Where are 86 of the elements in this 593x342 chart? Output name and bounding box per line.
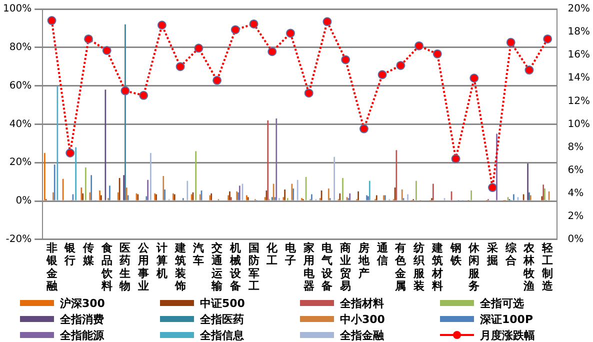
y2-tick-label: 2% xyxy=(568,210,584,222)
x-tick-label: 采掘 xyxy=(486,242,498,268)
legend-label: 全指可选 xyxy=(480,296,524,310)
point xyxy=(432,49,442,58)
x-tick-label: 轻工制造 xyxy=(541,242,554,293)
point xyxy=(102,46,112,55)
x-tick-label: 传媒 xyxy=(82,242,95,268)
x-tick-label: 汽车 xyxy=(192,242,204,268)
point xyxy=(84,34,93,44)
point xyxy=(157,20,166,30)
y2-tick-label: 12% xyxy=(568,96,590,107)
point xyxy=(396,60,406,70)
legend-label: 全指信息 xyxy=(200,328,244,342)
point xyxy=(451,154,460,164)
x-tick-label: 计算机 xyxy=(155,242,168,280)
y2-tick-label: 18% xyxy=(568,26,590,38)
y2-tick-label: 4% xyxy=(568,188,584,199)
legend-label: 全指材料 xyxy=(340,296,384,310)
legend-label: 深证100P xyxy=(480,312,534,326)
x-tick-label: 银行 xyxy=(64,242,77,268)
x-tick-label: 建筑装饰 xyxy=(174,242,186,293)
y2-tick-label: 0% xyxy=(568,234,584,245)
x-tick-label: 通信 xyxy=(376,242,389,268)
x-tick-label: 农林牧渔 xyxy=(522,242,536,293)
point xyxy=(543,34,552,44)
point xyxy=(414,41,424,50)
x-tick-label: 钢铁 xyxy=(449,242,462,268)
x-tick-label: 商业贸易 xyxy=(339,242,352,293)
point xyxy=(359,124,368,134)
x-tick-label: 机械设备 xyxy=(228,242,242,293)
point xyxy=(47,16,56,26)
x-tick-label: 家用电器 xyxy=(302,242,316,293)
point xyxy=(139,90,148,100)
x-tick-label: 交通运输 xyxy=(210,242,224,293)
point xyxy=(249,19,258,28)
point xyxy=(286,28,295,38)
point xyxy=(176,62,185,72)
x-tick-label: 综合 xyxy=(504,242,518,268)
x-tick-label: 食品饮料 xyxy=(100,242,114,293)
point xyxy=(322,17,332,26)
point xyxy=(488,183,497,192)
x-tick-label: 国防军工 xyxy=(247,242,260,293)
x-tick-label: 电子 xyxy=(284,242,297,268)
point xyxy=(212,76,222,85)
point xyxy=(66,148,75,158)
y-tick-label: -20% xyxy=(6,234,32,245)
y2-tick-label: 14% xyxy=(568,72,590,84)
legend-label: 全指金融 xyxy=(340,328,384,342)
legend-label: 全指能源 xyxy=(60,328,104,342)
x-tick-label: 医药生物 xyxy=(118,242,131,293)
legend-label: 沪深300 xyxy=(60,296,105,310)
point xyxy=(506,38,516,47)
y-tick-label: 60% xyxy=(9,80,32,92)
x-tick-label: 纺织服装 xyxy=(412,242,426,293)
y2-tick-label: 16% xyxy=(568,50,590,61)
point xyxy=(378,70,387,80)
x-tick-label: 非银金融 xyxy=(45,242,58,293)
point xyxy=(194,44,204,53)
point xyxy=(120,86,130,96)
x-tick-label: 电气设备 xyxy=(320,242,334,293)
point xyxy=(524,66,534,75)
legend-label: 中小300 xyxy=(340,312,385,326)
x-tick-label: 公用事业 xyxy=(137,242,150,293)
y2-tick-label: 6% xyxy=(568,164,584,176)
legend-label: 中证500 xyxy=(200,296,245,310)
point xyxy=(268,47,277,56)
y-tick-label: 80% xyxy=(9,42,32,53)
y2-tick-label: 8% xyxy=(568,142,584,153)
x-tick-label: 房地产 xyxy=(357,242,370,280)
x-tick-label: 化工 xyxy=(266,242,279,268)
y-tick-label: 20% xyxy=(9,157,32,168)
y-tick-label: 0% xyxy=(16,196,32,207)
y2-tick-label: 20% xyxy=(568,4,590,15)
legend-label: 全指消费 xyxy=(60,312,104,326)
y2-tick-label: 10% xyxy=(568,118,590,130)
legend-label: 月度涨跌幅 xyxy=(480,328,535,342)
legend-label: 全指医药 xyxy=(200,312,244,326)
point xyxy=(230,25,240,34)
y-tick-label: 100% xyxy=(2,4,32,15)
x-tick-label: 有色金属 xyxy=(394,242,408,293)
point xyxy=(470,74,479,83)
point xyxy=(341,55,350,64)
x-tick-label: 建筑材料 xyxy=(430,242,443,293)
point xyxy=(304,88,314,98)
x-tick-label: 休闲服务 xyxy=(468,242,481,293)
y-tick-label: 40% xyxy=(9,118,32,130)
